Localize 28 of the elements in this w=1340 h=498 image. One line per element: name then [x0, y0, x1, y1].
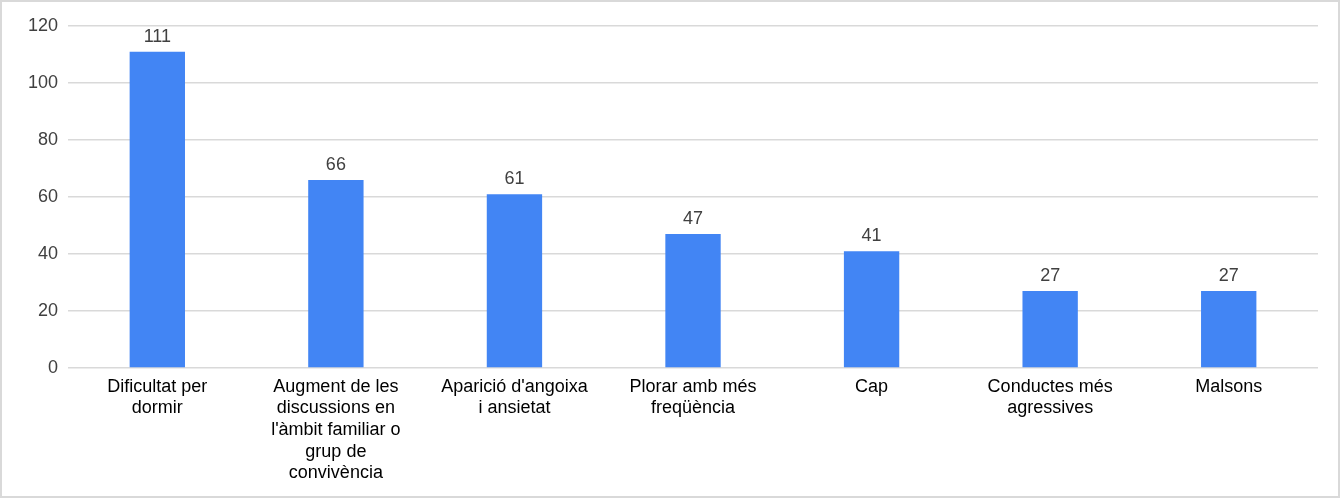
- y-tick-label: 20: [38, 299, 59, 320]
- x-tick-label: Aparició d'angoixa i ansietat: [441, 375, 589, 418]
- data-label: 47: [683, 208, 704, 229]
- x-tick-label: Plorar amb més freqüència: [629, 375, 757, 418]
- bar: [129, 51, 185, 368]
- bar: [665, 234, 721, 368]
- y-tick-label: 80: [38, 128, 59, 149]
- data-label: 111: [143, 25, 171, 46]
- data-label: 66: [325, 153, 346, 174]
- bar: [1201, 291, 1257, 368]
- bar: [843, 251, 900, 368]
- data-label: 41: [861, 225, 882, 246]
- data-label: 27: [1040, 265, 1061, 286]
- y-tick-label: 60: [38, 185, 59, 206]
- bar: [1022, 291, 1078, 368]
- y-tick-label: 100: [27, 71, 59, 92]
- x-tick-label: Dificultat per dormir: [107, 375, 208, 418]
- data-label: 27: [1218, 265, 1239, 286]
- bar: [308, 179, 364, 368]
- x-tick-label: Augment de les discussions en l'àmbit familiar o grup de convivència: [271, 375, 401, 483]
- x-tick-label: Malsons: [1195, 375, 1263, 396]
- x-tick-label: Conductes més agressives: [987, 375, 1113, 418]
- data-label: 61: [504, 168, 525, 189]
- bar: [486, 194, 543, 368]
- y-tick-label: 120: [27, 14, 59, 35]
- y-tick-label: 0: [48, 356, 59, 377]
- y-tick-label: 40: [38, 242, 59, 263]
- x-tick-label: Cap: [855, 375, 889, 396]
